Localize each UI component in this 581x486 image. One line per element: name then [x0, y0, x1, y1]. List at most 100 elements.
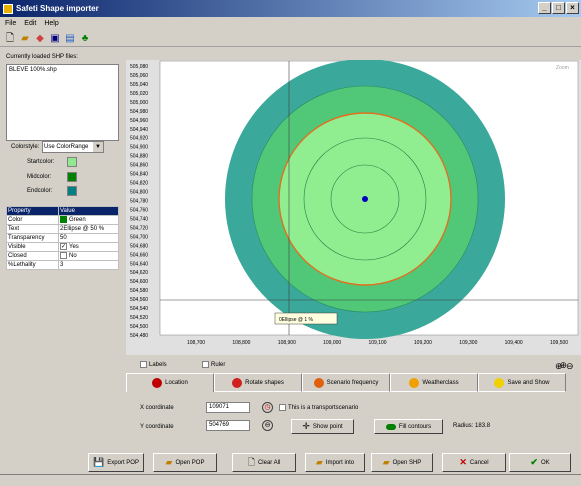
ruler-checkbox[interactable]	[202, 361, 209, 368]
open-icon[interactable]: ▰	[21, 32, 29, 44]
y-tick-label: 504,880	[130, 154, 148, 160]
file-item[interactable]: BLEVE 100%.shp	[9, 67, 57, 73]
title-bar: Safeti Shape importer _ □ ×	[0, 0, 581, 17]
tab-weatherclass[interactable]: Weatherclass	[390, 373, 478, 392]
midcolor-swatch[interactable]	[67, 172, 77, 182]
y-tick-label: 504,640	[130, 261, 148, 267]
property-value[interactable]: Green	[58, 215, 119, 225]
property-name: Closed	[6, 251, 59, 261]
window-controls: _ □ ×	[538, 2, 579, 14]
midcolor-row: Midcolor:	[27, 172, 107, 182]
chevron-down-icon[interactable]: ▼	[93, 142, 103, 152]
tab-save-and-show[interactable]: Save and Show	[478, 373, 566, 392]
y-coordinate-label: Y coordinate	[140, 424, 174, 430]
menu-help[interactable]: Help	[44, 20, 59, 27]
table-row[interactable]: Transparency 50	[6, 233, 119, 243]
tab-rotate-shapes[interactable]: Rotate shapes	[214, 373, 302, 392]
save-icon[interactable]: ▣	[50, 32, 60, 44]
color-swatch	[60, 216, 67, 224]
startcolor-swatch[interactable]	[67, 157, 77, 167]
x-tick-label: 109,400	[505, 340, 523, 346]
property-value[interactable]: 3	[58, 260, 119, 270]
table-row[interactable]: Color Green	[6, 215, 119, 225]
ok-button[interactable]: ✔ OK	[509, 453, 571, 472]
radius-value: 183.8	[475, 423, 491, 429]
y-tick-label: 504,540	[130, 306, 148, 312]
export-pop-button[interactable]: 💾 Export POP	[88, 453, 144, 472]
y-tick-label: 505,020	[130, 91, 148, 97]
table-row[interactable]: Text 2Ellipse @ 50 %	[6, 224, 119, 234]
property-value[interactable]: ✓ Yes	[58, 242, 119, 252]
map-svg[interactable]: 505,080 505,060 505,040 505,020 505,000 504,9…	[126, 60, 581, 355]
y-tick-label: 504,520	[130, 315, 148, 321]
open-folder-icon: ▰	[382, 457, 390, 467]
close-button[interactable]: ×	[566, 2, 579, 14]
clock-icon[interactable]: ◷	[262, 402, 273, 413]
zoom-out-icon[interactable]: ⊖	[566, 361, 574, 371]
map-plot[interactable]: 505,080 505,060 505,040 505,020 505,000 504,9…	[126, 60, 581, 370]
transport-checkbox[interactable]	[279, 404, 286, 411]
tab-scenario-frequency[interactable]: Scenario frequency	[302, 373, 390, 392]
property-value[interactable]: 50	[58, 233, 119, 243]
x-tick-label: 108,900	[278, 340, 296, 346]
ruler-option[interactable]: Ruler	[202, 361, 225, 368]
cancel-button[interactable]: ✕ Cancel	[442, 453, 506, 472]
y-tick-label: 504,840	[130, 172, 148, 178]
fill-contours-label: Fill contours	[398, 423, 432, 430]
endcolor-swatch[interactable]	[67, 186, 77, 196]
maximize-button[interactable]: □	[552, 2, 565, 14]
colorstyle-select[interactable]: Use ColorRange ▼	[42, 141, 104, 153]
fill-contours-button[interactable]: Fill contours	[374, 419, 443, 434]
crosshair-icon: ✛	[302, 421, 310, 431]
tree-icon[interactable]: ♣	[81, 32, 89, 44]
x-tick-label: 109,500	[550, 340, 568, 346]
table-row[interactable]: Closed No	[6, 251, 119, 261]
menu-edit[interactable]: Edit	[24, 20, 37, 27]
visible-value: Yes	[69, 244, 79, 251]
zoom-in-icon[interactable]: ⊕	[559, 360, 567, 370]
menu-file[interactable]: File	[5, 20, 17, 27]
closed-value: No	[69, 253, 77, 260]
y-tick-label: 504,740	[130, 216, 148, 222]
import-into-button[interactable]: ▰ Import into	[305, 453, 365, 472]
visible-checkbox[interactable]: ✓	[60, 243, 67, 251]
y-tick-label: 504,600	[130, 279, 148, 285]
y-tick-label: 505,000	[130, 100, 148, 106]
colorstyle-label: Colorstyle:	[11, 144, 40, 150]
toolbar: 🗋 ▰ ◆ ▣ ▤ ♣	[0, 31, 581, 47]
center-point[interactable]	[362, 196, 368, 202]
endcolor-row: Endcolor:	[27, 186, 107, 196]
transport-label: This is a transportscenario	[288, 404, 359, 411]
closed-checkbox[interactable]	[60, 252, 67, 260]
minimize-button[interactable]: _	[538, 2, 551, 14]
transport-option[interactable]: This is a transportscenario	[279, 404, 358, 411]
loaded-files-list[interactable]: BLEVE 100%.shp	[6, 64, 119, 141]
x-tick-label: 108,800	[232, 340, 250, 346]
show-point-button[interactable]: ✛ Show point	[291, 419, 354, 434]
tab-location[interactable]: Location	[126, 373, 214, 392]
chart-icon[interactable]: ▤	[65, 32, 75, 44]
new-icon[interactable]: 🗋	[5, 32, 15, 44]
clear-all-button[interactable]: 🗋 Clear All	[232, 453, 296, 472]
labels-option[interactable]: Labels	[140, 361, 167, 368]
y-tick-label: 504,980	[130, 109, 148, 115]
y-coordinate-input[interactable]: 504769	[206, 420, 250, 431]
minus-circle-icon[interactable]: ⊖	[262, 420, 273, 431]
table-row[interactable]: Visible ✓ Yes	[6, 242, 119, 252]
property-name: Transparency	[6, 233, 59, 243]
y-tick-label: 504,480	[130, 333, 148, 339]
property-value[interactable]: No	[58, 251, 119, 261]
zoom-in-icon[interactable]: ⊕	[555, 361, 563, 371]
labels-checkbox[interactable]	[140, 361, 147, 368]
x-coordinate-input[interactable]: 109071	[206, 402, 250, 413]
table-row[interactable]: %Lethality 3	[6, 260, 119, 270]
open-pop-button[interactable]: ▰ Open POP	[153, 453, 217, 472]
y-tick-label: 504,680	[130, 243, 148, 249]
property-value[interactable]: 2Ellipse @ 50 %	[58, 224, 119, 234]
loaded-files-label: Currently loaded SHP files:	[6, 54, 78, 60]
tab-label: Rotate shapes	[245, 379, 284, 386]
open-shp-button[interactable]: ▰ Open SHP	[371, 453, 433, 472]
x-axis: 108,700 108,800 108,900 109,000 109,100 109,2…	[187, 340, 568, 346]
shapes-icon[interactable]: ◆	[36, 32, 44, 44]
value-header: Value	[58, 206, 119, 216]
